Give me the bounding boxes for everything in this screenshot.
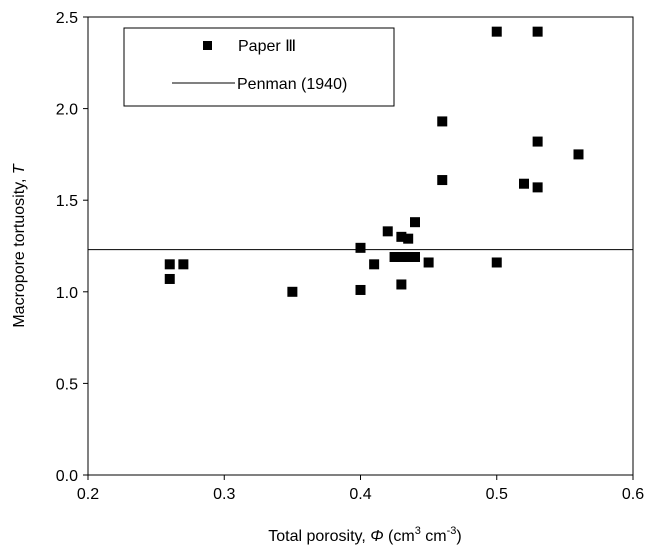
x-axis-title-sup-2: -3 xyxy=(447,525,457,537)
y-axis-title: Macropore tortuosity, T xyxy=(11,163,28,328)
data-point xyxy=(396,279,407,290)
data-point xyxy=(437,175,448,186)
data-point xyxy=(389,251,400,262)
data-point xyxy=(396,251,407,262)
data-point xyxy=(532,182,543,193)
data-point xyxy=(369,259,380,270)
x-tick-label: 0.6 xyxy=(622,486,644,503)
y-axis-title-symbol: T xyxy=(11,163,28,174)
legend-label-series-2: Penman (1940) xyxy=(237,76,347,93)
data-point xyxy=(519,178,529,189)
x-axis-title-unit-mid: cm xyxy=(421,528,447,545)
data-point xyxy=(491,257,502,268)
data-point xyxy=(410,217,420,228)
data-point xyxy=(423,257,434,268)
data-point xyxy=(164,273,175,284)
x-axis-title-unit-open: (cm xyxy=(384,528,415,545)
data-points-layer xyxy=(164,26,584,297)
legend-label-series-1: Paper Ⅲ xyxy=(238,38,296,55)
x-axis-title-prefix: Total porosity, xyxy=(268,528,370,545)
data-point xyxy=(437,116,448,127)
data-point xyxy=(287,286,298,297)
x-tick-label: 0.5 xyxy=(486,486,508,503)
data-point xyxy=(532,26,543,37)
data-point xyxy=(403,233,414,244)
y-tick-label: 2.0 xyxy=(56,102,78,119)
x-axis-title-unit-close: ) xyxy=(456,528,461,545)
y-tick-label: 0.5 xyxy=(56,376,78,393)
legend-marker-square-icon xyxy=(203,41,212,50)
data-point xyxy=(178,259,189,270)
x-tick-label: 0.4 xyxy=(349,486,371,503)
data-point xyxy=(403,251,414,262)
legend-box xyxy=(123,27,395,107)
x-axis-title: Total porosity, Φ (cm3 cm-3) xyxy=(268,525,461,545)
axis-ticks: 0.2 0.3 0.4 0.5 0.6 0.0 0.5 1.0 1.5 2.0 2.5 xyxy=(56,10,644,503)
data-point xyxy=(396,231,407,242)
data-point xyxy=(532,136,543,147)
data-point xyxy=(410,251,420,262)
y-tick-label: 1.0 xyxy=(56,285,78,302)
y-tick-label: 1.5 xyxy=(56,193,78,210)
data-point xyxy=(573,149,584,160)
data-point xyxy=(355,284,366,295)
data-point xyxy=(491,26,502,37)
x-tick-label: 0.3 xyxy=(213,486,235,503)
data-point xyxy=(382,226,393,237)
data-point xyxy=(164,259,175,270)
x-tick-label: 0.2 xyxy=(77,486,99,503)
y-axis-title-prefix: Macropore tortuosity, xyxy=(11,174,28,328)
legend: Paper Ⅲ Penman (1940) xyxy=(123,27,395,107)
y-tick-label: 0.0 xyxy=(56,468,78,485)
y-tick-label: 2.5 xyxy=(56,10,78,27)
x-axis-title-sup-1: 3 xyxy=(415,525,421,537)
data-point xyxy=(355,242,366,253)
x-axis-title-symbol: Φ xyxy=(370,528,383,545)
